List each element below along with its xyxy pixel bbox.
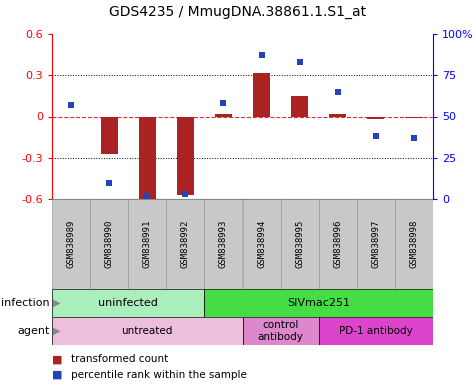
Bar — [405, 116, 423, 118]
Text: GSM838994: GSM838994 — [257, 220, 266, 268]
Bar — [128, 199, 166, 289]
Point — [410, 135, 418, 141]
Text: percentile rank within the sample: percentile rank within the sample — [71, 370, 247, 380]
Bar — [357, 199, 395, 289]
Point — [258, 52, 266, 58]
Bar — [319, 317, 433, 345]
Bar — [177, 116, 194, 195]
Text: GSM838996: GSM838996 — [333, 220, 342, 268]
Text: agent: agent — [17, 326, 49, 336]
Bar — [243, 317, 319, 345]
Bar — [281, 199, 319, 289]
Point — [219, 100, 227, 106]
Point — [105, 179, 113, 185]
Text: untreated: untreated — [122, 326, 173, 336]
Text: infection: infection — [1, 298, 49, 308]
Bar — [215, 114, 232, 116]
Text: GSM838995: GSM838995 — [295, 220, 304, 268]
Bar — [52, 317, 243, 345]
Bar — [291, 96, 308, 116]
Bar — [253, 73, 270, 116]
Text: ■: ■ — [52, 354, 63, 364]
Bar — [367, 116, 384, 119]
Text: uninfected: uninfected — [98, 298, 158, 308]
Point — [181, 191, 189, 197]
Point — [143, 193, 151, 199]
Point — [372, 133, 380, 139]
Bar — [204, 289, 433, 317]
Text: control
antibody: control antibody — [257, 320, 304, 342]
Bar — [139, 116, 156, 199]
Text: PD-1 antibody: PD-1 antibody — [339, 326, 413, 336]
Text: GDS4235 / MmugDNA.38861.1.S1_at: GDS4235 / MmugDNA.38861.1.S1_at — [109, 5, 366, 19]
Text: transformed count: transformed count — [71, 354, 168, 364]
Text: SIVmac251: SIVmac251 — [287, 298, 350, 308]
Bar — [395, 199, 433, 289]
Text: GSM838993: GSM838993 — [219, 220, 228, 268]
Text: ■: ■ — [52, 370, 63, 380]
Bar — [52, 289, 204, 317]
Bar — [52, 199, 90, 289]
Bar — [329, 114, 346, 116]
Text: GSM838997: GSM838997 — [371, 220, 380, 268]
Bar — [101, 116, 118, 154]
Text: GSM838989: GSM838989 — [66, 220, 76, 268]
Bar — [243, 199, 281, 289]
Bar — [90, 199, 128, 289]
Text: GSM838992: GSM838992 — [181, 220, 190, 268]
Point — [334, 89, 342, 95]
Bar — [204, 199, 243, 289]
Bar — [319, 199, 357, 289]
Text: GSM838990: GSM838990 — [104, 220, 114, 268]
Point — [296, 59, 304, 65]
Text: ▶: ▶ — [53, 298, 60, 308]
Text: GSM838991: GSM838991 — [143, 220, 152, 268]
Text: ▶: ▶ — [53, 326, 60, 336]
Point — [67, 102, 75, 108]
Bar — [166, 199, 204, 289]
Text: GSM838998: GSM838998 — [409, 220, 418, 268]
